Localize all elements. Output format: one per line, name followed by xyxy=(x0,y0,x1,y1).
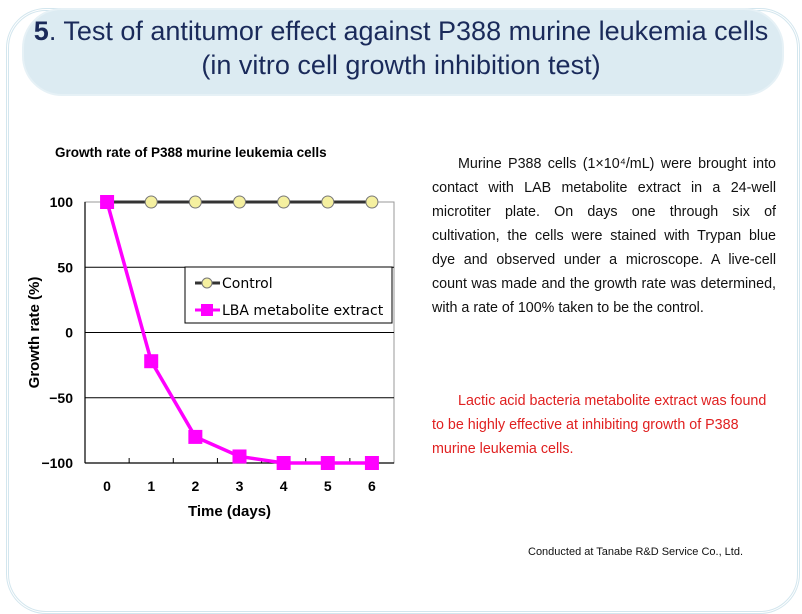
title-text: . Test of antitumor effect against P388 … xyxy=(48,16,769,80)
x-tick-label: 1 xyxy=(147,478,155,494)
title-number: 5 xyxy=(33,16,49,46)
lba-point xyxy=(188,429,203,444)
legend-lba-label: LBA metabolite extract xyxy=(222,303,384,319)
lba-point xyxy=(100,195,115,209)
growth-chart: 100 50 0 −50 −100 0 1 2 3 4 5 6 Time (days) Growth ra… xyxy=(26,194,395,520)
y-tick-label: 100 xyxy=(50,194,74,210)
lba-point xyxy=(232,449,247,464)
control-point xyxy=(365,195,379,209)
x-tick-label: 0 xyxy=(103,478,111,494)
y-tick-label: −50 xyxy=(49,390,73,406)
y-tick-label: 50 xyxy=(57,259,73,275)
y-tick-label: 0 xyxy=(65,325,73,341)
legend-lba-marker xyxy=(201,304,213,316)
control-point xyxy=(188,195,202,209)
lba-point xyxy=(364,456,379,470)
title-banner xyxy=(22,8,784,96)
x-tick-label: 5 xyxy=(324,478,332,494)
control-point xyxy=(321,195,335,209)
legend-control-marker xyxy=(201,277,213,289)
legend-control-label: Control xyxy=(222,276,273,292)
lba-point xyxy=(276,456,291,470)
lba-point xyxy=(144,354,159,369)
x-tick-label: 6 xyxy=(368,478,376,494)
control-point xyxy=(233,195,246,209)
x-tick-label: 4 xyxy=(280,478,288,494)
conclusion-text: Lactic acid bacteria metabolite extract … xyxy=(432,393,767,457)
credit-text: Conducted at Tanabe R&D Service Co., Ltd… xyxy=(528,546,744,558)
x-tick-label: 3 xyxy=(236,478,244,494)
slide-title: 5. Test of antitumor effect against P388… xyxy=(22,14,780,82)
control-point xyxy=(277,195,291,209)
lba-point xyxy=(320,456,335,470)
y-axis-label: Growth rate (%) xyxy=(26,277,43,389)
chart-title: Growth rate of P388 murine leukemia cell… xyxy=(55,145,327,160)
description-text: Murine P388 cells (1×10⁴/mL) were brough… xyxy=(432,156,776,316)
y-tick-label: −100 xyxy=(41,455,73,471)
legend-box xyxy=(184,266,393,324)
x-axis-label: Time (days) xyxy=(188,503,271,520)
x-tick-label: 2 xyxy=(191,478,199,494)
control-point xyxy=(144,195,158,209)
